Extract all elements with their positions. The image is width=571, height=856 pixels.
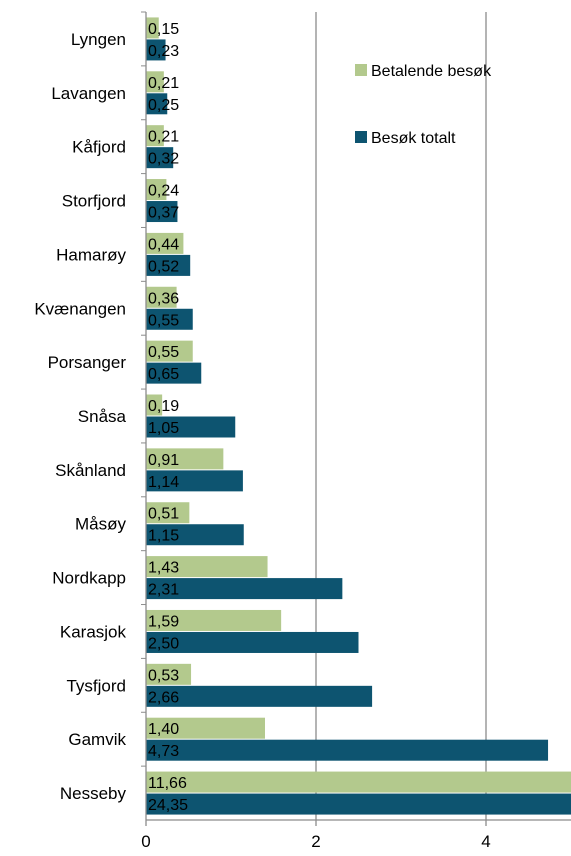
category-label: Snåsa	[78, 407, 127, 426]
bar	[146, 39, 166, 61]
data-label: 0,53	[148, 667, 179, 684]
bar	[146, 793, 571, 815]
data-label: 0,91	[148, 452, 179, 469]
bar	[146, 201, 178, 223]
data-label: 0,23	[148, 43, 179, 60]
data-label: 0,37	[148, 205, 179, 222]
category-label: Kvænangen	[34, 299, 126, 318]
category-label: Måsøy	[75, 515, 127, 534]
bar	[146, 147, 174, 169]
data-label: 0,21	[148, 129, 179, 146]
x-tick-label: 4	[481, 832, 490, 851]
data-label: 0,19	[148, 398, 179, 415]
legend-swatch-totalt	[355, 131, 367, 143]
bar	[146, 71, 164, 93]
x-tick-label: 2	[311, 832, 320, 851]
bar	[146, 470, 243, 492]
category-label: Nesseby	[60, 784, 127, 803]
bar	[146, 685, 373, 707]
bar	[146, 179, 167, 201]
data-label: 0,21	[148, 75, 179, 92]
bar	[146, 125, 164, 147]
bar	[146, 394, 163, 416]
axes: Lyngen Lavangen Kåfjord Storfjord Hamarøy Kvæ…	[34, 11, 571, 851]
data-label: 4,73	[148, 743, 179, 760]
bar	[146, 286, 177, 308]
category-label: Karasjok	[60, 622, 127, 641]
category-label: Storfjord	[62, 192, 126, 211]
bar	[146, 232, 184, 254]
bar	[146, 448, 224, 470]
legend-label-totalt: Besøk totalt	[371, 130, 456, 147]
category-label: Tysfjord	[66, 676, 126, 695]
bar	[146, 524, 244, 546]
data-label: 0,36	[148, 290, 179, 307]
gridlines	[315, 12, 487, 820]
bar	[146, 308, 193, 330]
category-label: Lyngen	[71, 30, 126, 49]
data-label: 1,05	[148, 420, 179, 437]
data-label: 0,24	[148, 183, 179, 200]
category-label: Gamvik	[68, 730, 126, 749]
data-label: 2,31	[148, 582, 179, 599]
bars: 0,15 0,23 0,21 0,25 0,21 0,32 0,24 0,37 0,44 0,52…	[146, 17, 571, 815]
bar	[146, 631, 359, 653]
data-label: 1,40	[148, 721, 179, 738]
data-label: 2,66	[148, 689, 179, 706]
data-label: 0,55	[148, 312, 179, 329]
bar	[146, 556, 268, 578]
data-label: 1,59	[148, 613, 179, 630]
category-label: Nordkapp	[52, 569, 126, 588]
bar	[146, 609, 282, 631]
legend: Betalende besøk Besøk totalt	[355, 63, 492, 147]
bar	[146, 502, 190, 524]
bar	[146, 578, 343, 600]
data-label: 0,65	[148, 366, 179, 383]
data-label: 11,66	[148, 775, 187, 792]
legend-swatch-betalende	[355, 64, 367, 76]
category-label: Porsanger	[48, 353, 127, 372]
bar	[146, 739, 549, 761]
x-tick-label: 0	[141, 832, 150, 851]
data-label: 0,44	[148, 236, 179, 253]
data-label: 0,15	[148, 21, 179, 38]
data-label: 0,55	[148, 344, 179, 361]
bar	[146, 254, 191, 276]
data-label: 1,15	[148, 528, 179, 545]
bar	[146, 771, 571, 793]
bar	[146, 416, 236, 438]
data-label: 24,35	[148, 797, 188, 814]
bar	[146, 362, 202, 384]
category-label: Skånland	[55, 461, 126, 480]
legend-label-betalende: Betalende besøk	[371, 63, 492, 80]
data-label: 1,14	[148, 474, 179, 491]
category-label: Lavangen	[51, 84, 126, 103]
bar	[146, 663, 192, 685]
category-label: Kåfjord	[72, 138, 126, 157]
data-label: 0,52	[148, 258, 179, 275]
data-label: 0,32	[148, 151, 179, 168]
data-label: 1,43	[148, 560, 179, 577]
bar	[146, 340, 193, 362]
data-label: 0,51	[148, 506, 179, 523]
bar	[146, 717, 265, 739]
bar	[146, 17, 159, 39]
data-label: 0,25	[148, 97, 179, 114]
category-label: Hamarøy	[56, 245, 126, 264]
bar	[146, 93, 168, 115]
data-label: 2,50	[148, 635, 179, 652]
